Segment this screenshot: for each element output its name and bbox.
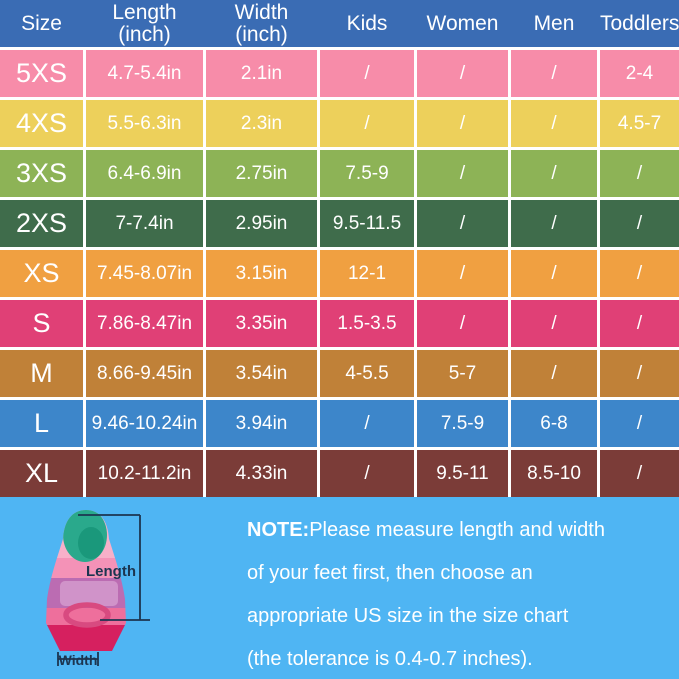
size-cell: 4XS [0, 100, 83, 147]
length-label: Length [86, 563, 136, 580]
header-cell: Length (inch) [112, 0, 177, 46]
table-cell: / [511, 150, 597, 197]
table-cell: 3.15in [206, 250, 317, 297]
fin-illustration: Length Width [46, 510, 150, 668]
width-label: Width [59, 652, 98, 668]
table-cell: 7.5-9 [417, 400, 508, 447]
table-cell: / [600, 300, 679, 347]
table-cell: / [600, 150, 679, 197]
header-cell: Toddlers [600, 11, 679, 35]
table-cell: 9.5-11 [417, 450, 508, 497]
table-cell: / [417, 300, 508, 347]
header-cell: Men [533, 11, 575, 35]
table-cell: 6-8 [511, 400, 597, 447]
table-cell: 12-1 [320, 250, 414, 297]
size-cell: 5XS [0, 50, 83, 97]
table-cell: / [320, 450, 414, 497]
table-cell: / [417, 200, 508, 247]
length-dimension-line [78, 514, 150, 621]
table-cell: / [417, 50, 508, 97]
table-cell: / [511, 350, 597, 397]
table-cell: / [600, 250, 679, 297]
table-cell: / [511, 300, 597, 347]
table-row: 2XS 7-7.4in 2.95in 9.5-11.5// / [0, 200, 679, 247]
table-cell: / [600, 400, 679, 447]
table-row: L 9.46-10.24in 3.94in/7.5-9 6-8/ [0, 400, 679, 447]
table-cell: 1.5-3.5 [320, 300, 414, 347]
table-cell: 7.5-9 [320, 150, 414, 197]
table-cell: 10.2-11.2in [86, 450, 203, 497]
table-cell: 8.66-9.45in [86, 350, 203, 397]
table-cell: / [511, 200, 597, 247]
table-cell: 3.94in [206, 400, 317, 447]
table-cell: 4.33in [206, 450, 317, 497]
table-cell: 9.46-10.24in [86, 400, 203, 447]
table-row: 3XS 6.4-6.9in 2.75in 7.5-9// / [0, 150, 679, 197]
table-cell: 7-7.4in [86, 200, 203, 247]
table-row: S 7.86-8.47in 3.35in 1.5-3.5// / [0, 300, 679, 347]
note-line: of your feet first, then choose an [247, 562, 533, 584]
size-cell: XS [0, 250, 83, 297]
size-cell: XL [0, 450, 83, 497]
table-cell: 3.35in [206, 300, 317, 347]
table-cell: / [511, 100, 597, 147]
table-cell: 7.45-8.07in [86, 250, 203, 297]
table-cell: 2.75in [206, 150, 317, 197]
table-cell: / [600, 350, 679, 397]
note-prefix: NOTE: [247, 519, 310, 541]
table-row: 4XS 5.5-6.3in 2.3in / //4.5-7 [0, 100, 679, 147]
size-cell: L [0, 400, 83, 447]
table-cell: 4.5-7 [600, 100, 679, 147]
table-cell: 2.95in [206, 200, 317, 247]
table-cell: / [320, 100, 414, 147]
header-cell: Size [21, 11, 62, 35]
table-cell: / [511, 250, 597, 297]
table-row: 5XS 4.7-5.4in 2.1in / //2-4 [0, 50, 679, 97]
table-cell: 4-5.5 [320, 350, 414, 397]
table-cell: 3.54in [206, 350, 317, 397]
size-table: Size Length (inch) Width (inch) Kids Women Me… [0, 0, 679, 497]
table-cell: / [511, 50, 597, 97]
table-cell: / [600, 200, 679, 247]
size-cell: 2XS [0, 200, 83, 247]
bottom-section: Length Width NOTE:Please measure length … [0, 500, 679, 679]
size-cell: M [0, 350, 83, 397]
table-cell: / [417, 150, 508, 197]
table-cell: 4.7-5.4in [86, 50, 203, 97]
table-cell: / [417, 250, 508, 297]
table-cell: 6.4-6.9in [86, 150, 203, 197]
table-cell: 9.5-11.5 [320, 200, 414, 247]
header-cell: Kids [346, 11, 388, 35]
table-cell: / [417, 100, 508, 147]
fin-body [46, 510, 126, 651]
foot-opening-ring [63, 602, 111, 628]
size-cell: 3XS [0, 150, 83, 197]
table-cell: 2.3in [206, 100, 317, 147]
size-cell: S [0, 300, 83, 347]
note-line: NOTE:Please measure length and width [247, 519, 605, 541]
table-cell: 2.1in [206, 50, 317, 97]
note-line: appropriate US size in the size chart [247, 605, 569, 627]
table-body: 5XS 4.7-5.4in 2.1in / //2-4 4XS 5.5-6.3in 2.3in… [0, 47, 679, 497]
table-cell: / [320, 400, 414, 447]
table-cell: 5-7 [417, 350, 508, 397]
table-cell: 2-4 [600, 50, 679, 97]
note-text: NOTE:Please measure length and width of y… [247, 509, 667, 679]
header-cell: Women [426, 11, 499, 35]
header-cell: Width (inch) [234, 0, 289, 46]
table-row: M 8.66-9.45in 3.54in 4-5.5 5-7// [0, 350, 679, 397]
table-cell: / [600, 450, 679, 497]
table-cell: 7.86-8.47in [86, 300, 203, 347]
width-dimension-line [57, 652, 99, 666]
table-row: XL 10.2-11.2in 4.33in/9.5-11 8.5-10/ [0, 450, 679, 497]
table-cell: 8.5-10 [511, 450, 597, 497]
note-line: (the tolerance is 0.4-0.7 inches). [247, 648, 533, 670]
table-header: Size Length (inch) Width (inch) Kids Women Me… [0, 0, 679, 47]
table-cell: / [320, 50, 414, 97]
table-row: XS 7.45-8.07in 3.15in 12-1// / [0, 250, 679, 297]
table-cell: 5.5-6.3in [86, 100, 203, 147]
